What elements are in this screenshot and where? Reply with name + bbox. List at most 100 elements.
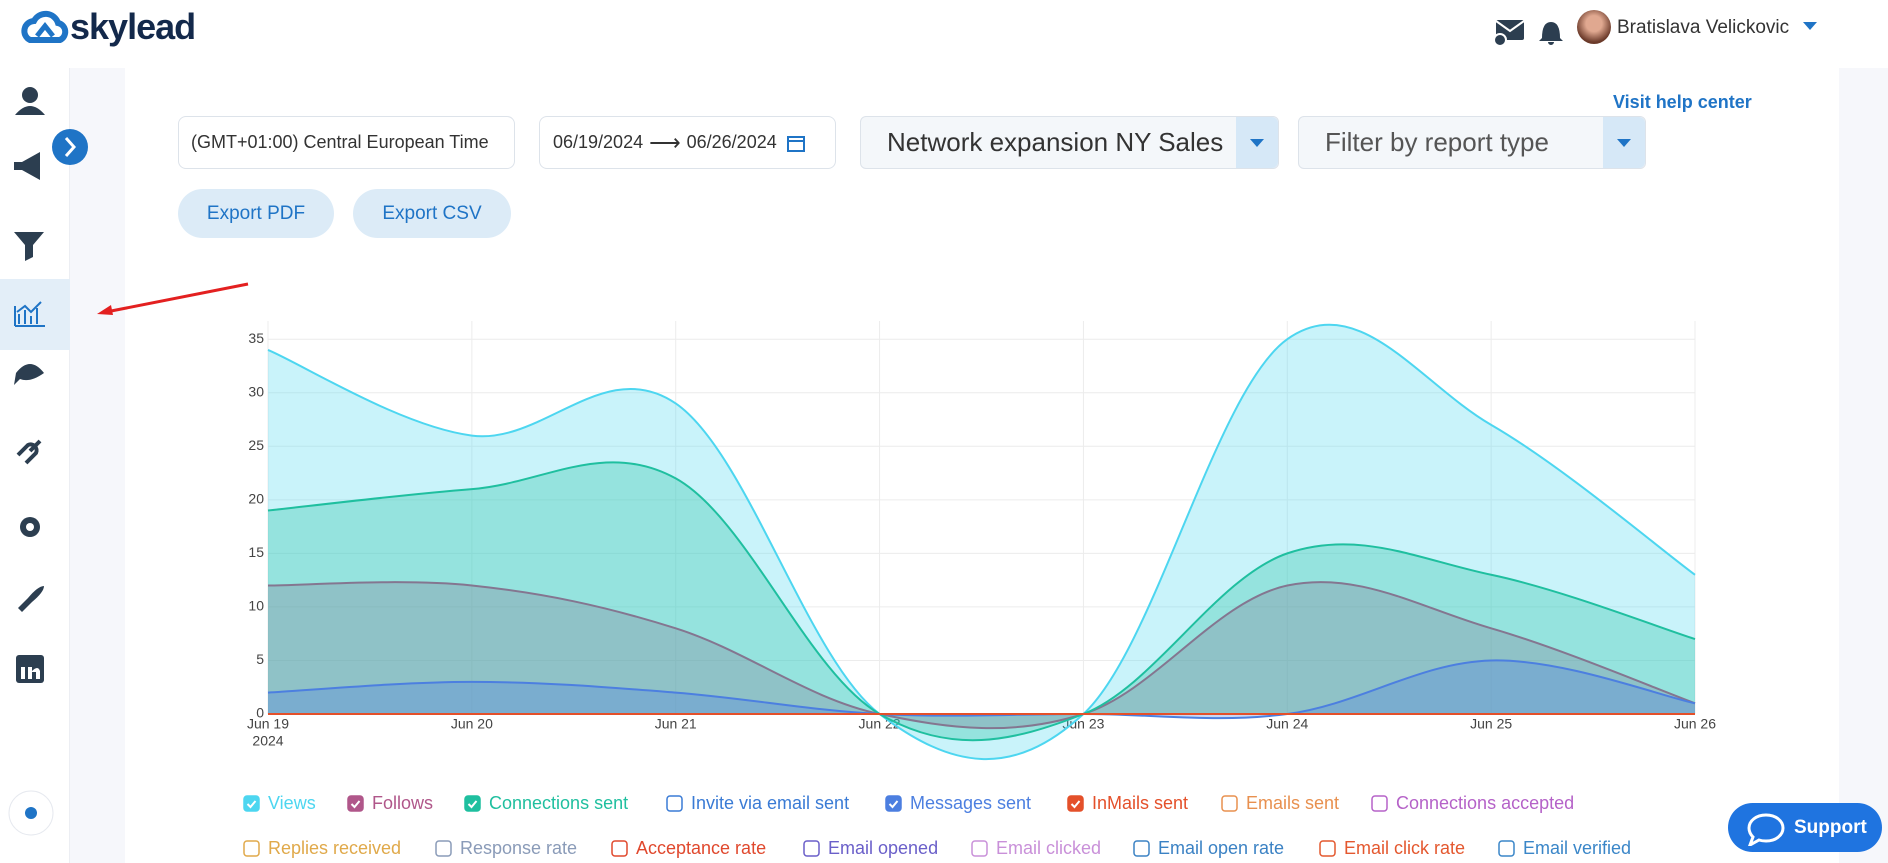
legend-checkbox — [666, 795, 683, 812]
x-tick-label: Jun 26 — [1674, 716, 1716, 732]
user-caret[interactable] — [1803, 22, 1817, 32]
legend-checkbox — [1371, 795, 1388, 812]
date-range[interactable]: 06/19/2024 ⟶ 06/26/2024 — [539, 116, 836, 169]
arrow-head — [97, 305, 113, 315]
legend-label: Email click rate — [1344, 838, 1465, 858]
legend-item[interactable]: Email opened — [803, 838, 938, 858]
caret — [1236, 117, 1278, 168]
arrow: ⟶ — [649, 129, 681, 155]
area-line — [267, 323, 1696, 760]
area-line — [267, 461, 1696, 742]
y-tick-label: 25 — [248, 437, 264, 453]
legend-item[interactable]: Connections accepted — [1371, 793, 1574, 813]
support-button[interactable]: Support — [1728, 803, 1882, 852]
legend-label: Views — [268, 793, 316, 813]
legend-label: Replies received — [268, 838, 401, 858]
legend-label: Connections sent — [489, 793, 628, 813]
legend-item[interactable]: Acceptance rate — [611, 838, 766, 858]
y-tick-label: 10 — [248, 598, 264, 614]
date-end: 06/26/2024 — [686, 132, 777, 152]
area-line — [267, 659, 1696, 720]
legend-label: Email opened — [828, 838, 938, 858]
x-tick-label: Jun 24 — [1266, 716, 1308, 732]
legend-label: Invite via email sent — [691, 793, 849, 813]
timezone-select[interactable]: (GMT+01:00) Central European Time — [178, 116, 515, 169]
legend-item[interactable]: InMails sent — [1067, 793, 1188, 813]
legend-item[interactable]: Follows — [347, 793, 433, 813]
calendar-icon — [786, 135, 805, 152]
export-csv[interactable]: Export CSV — [353, 189, 511, 238]
top-bar: skylead Bratislava Velickovic — [0, 0, 1888, 68]
brand[interactable]: skylead — [70, 6, 196, 47]
legend-check — [350, 800, 361, 809]
legend-checkbox — [1133, 840, 1150, 857]
legend-checkbox — [243, 795, 260, 812]
report-filter-value: Filter by report type — [1325, 127, 1549, 157]
series-area — [267, 323, 1696, 760]
y-tick-label: 35 — [248, 330, 264, 346]
legend-check — [467, 800, 478, 809]
legend-checkbox — [464, 795, 481, 812]
legend-item[interactable]: Messages sent — [885, 793, 1031, 813]
legend-label: InMails sent — [1092, 793, 1188, 813]
support-label: Support — [1794, 816, 1867, 838]
legend-checkbox — [435, 840, 452, 857]
x-tick-label: Jun 25 — [1470, 716, 1512, 732]
logo-icon — [21, 10, 69, 43]
user-name[interactable]: Bratislava Velickovic — [1617, 17, 1790, 38]
top-icons[interactable] — [1494, 14, 1614, 46]
legend-label: Email open rate — [1158, 838, 1284, 858]
legend-item[interactable]: Email verified — [1498, 838, 1631, 858]
area-line — [267, 581, 1696, 730]
avatar[interactable] — [1577, 10, 1611, 44]
legend-item[interactable]: Email clicked — [971, 838, 1101, 858]
export-pdf[interactable]: Export PDF — [178, 189, 334, 238]
legend-checkbox — [803, 840, 820, 857]
report-filter[interactable]: Filter by report type — [1298, 116, 1646, 169]
legend-label: Emails sent — [1246, 793, 1339, 813]
legend-label: Acceptance rate — [636, 838, 766, 858]
y-tick-label: 20 — [248, 491, 264, 507]
x-year-label: 2024 — [252, 733, 283, 749]
campaign-select[interactable]: Network expansion NY Sales — [860, 116, 1279, 169]
legend-label: Follows — [372, 793, 433, 813]
legend-item[interactable]: Connections sent — [464, 793, 628, 813]
legend-item[interactable]: Views — [243, 793, 316, 813]
area-fill — [268, 462, 1695, 741]
nav-icons[interactable] — [0, 68, 90, 863]
y-tick-label: 5 — [256, 651, 264, 667]
caret — [1603, 117, 1645, 168]
legend-check — [246, 800, 257, 809]
x-tick-label: Jun 21 — [655, 716, 697, 732]
x-tick-label: Jun 23 — [1062, 716, 1104, 732]
legend-label: Messages sent — [910, 793, 1031, 813]
y-tick-label: 0 — [256, 705, 264, 721]
legend-label: Connections accepted — [1396, 793, 1574, 813]
area-fill — [268, 582, 1695, 729]
legend-checkbox — [971, 840, 988, 857]
y-tick-label: 15 — [248, 544, 264, 560]
legend-item[interactable]: Emails sent — [1221, 793, 1339, 813]
legend-checkbox — [885, 795, 902, 812]
sidebar — [0, 68, 88, 863]
legend-check — [888, 800, 899, 809]
area-fill — [268, 324, 1695, 760]
series-area — [267, 659, 1696, 720]
legend-item[interactable]: Replies received — [243, 838, 401, 858]
series-area — [267, 461, 1696, 742]
series-area — [267, 581, 1696, 730]
legend-item[interactable]: Email click rate — [1319, 838, 1465, 858]
legend-check — [1070, 800, 1081, 809]
legend-label: Response rate — [460, 838, 577, 858]
x-tick-label: Jun 20 — [451, 716, 493, 732]
legend-item[interactable]: Email open rate — [1133, 838, 1284, 858]
legend-item[interactable]: Invite via email sent — [666, 793, 849, 813]
help-link[interactable]: Visit help center — [1613, 92, 1752, 112]
legend-checkbox — [1221, 795, 1238, 812]
date-start: 06/19/2024 — [553, 132, 644, 152]
legend-item[interactable]: Response rate — [435, 838, 577, 858]
area-fill — [268, 660, 1695, 719]
main-panel: Visit help center (GMT+01:00) Central Eu… — [125, 68, 1839, 863]
